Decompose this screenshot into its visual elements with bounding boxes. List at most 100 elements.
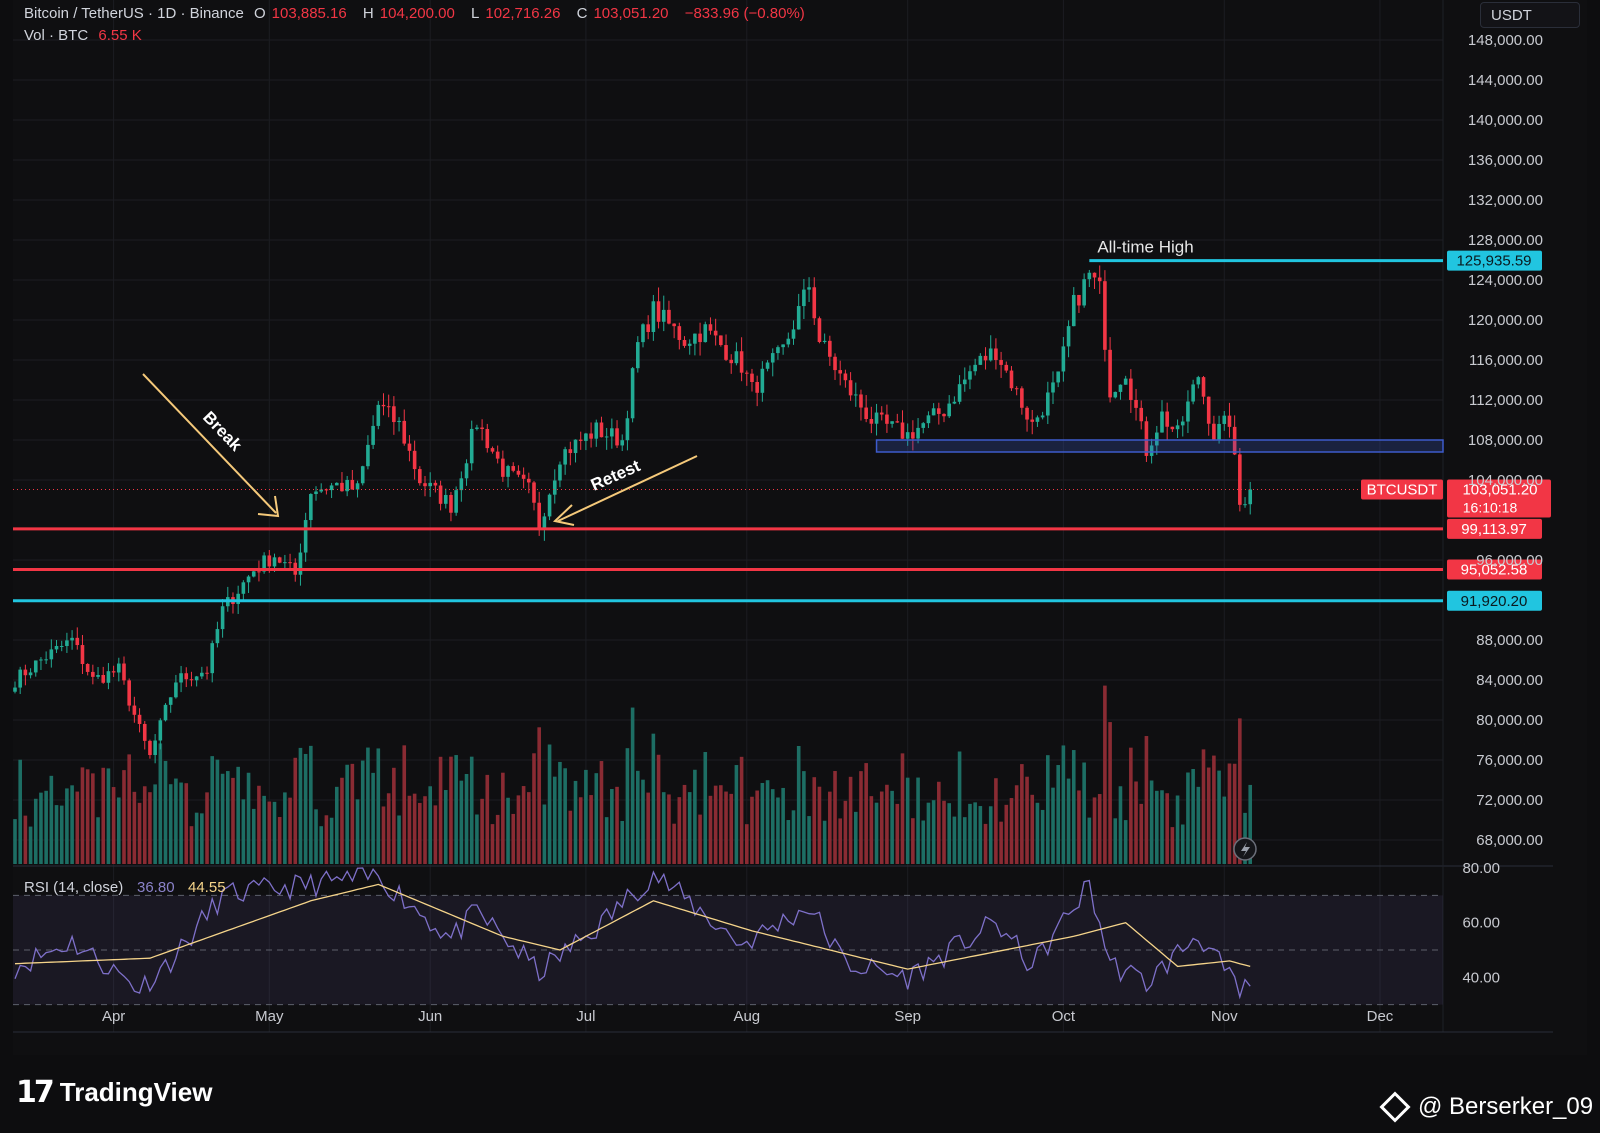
- currency-selector[interactable]: USDT: [1480, 2, 1580, 28]
- candle-body[interactable]: [33, 660, 38, 673]
- candle-body[interactable]: [729, 359, 734, 364]
- candle-body[interactable]: [651, 301, 656, 332]
- candle-body[interactable]: [786, 338, 791, 345]
- candle-body[interactable]: [828, 340, 832, 357]
- candle-body[interactable]: [646, 324, 650, 332]
- candle-body[interactable]: [843, 373, 848, 381]
- candle-body[interactable]: [350, 479, 355, 490]
- candle-body[interactable]: [532, 482, 536, 503]
- candle-body[interactable]: [277, 557, 282, 563]
- candle-body[interactable]: [677, 326, 682, 340]
- candle-body[interactable]: [272, 557, 277, 567]
- candle-body[interactable]: [13, 687, 17, 692]
- candle-body[interactable]: [194, 676, 199, 681]
- candle-body[interactable]: [1196, 377, 1201, 385]
- candle-body[interactable]: [303, 520, 308, 553]
- candle-body[interactable]: [246, 576, 251, 583]
- candle-body[interactable]: [604, 436, 609, 438]
- candle-body[interactable]: [200, 672, 204, 677]
- candle-body[interactable]: [838, 370, 843, 374]
- candle-body[interactable]: [693, 333, 697, 344]
- candle-body[interactable]: [1118, 384, 1123, 392]
- candle-body[interactable]: [817, 318, 822, 343]
- candle-body[interactable]: [59, 645, 64, 647]
- candle-body[interactable]: [999, 359, 1003, 365]
- candle-body[interactable]: [1061, 346, 1066, 372]
- candle-body[interactable]: [942, 413, 946, 417]
- candle-body[interactable]: [1144, 421, 1149, 456]
- candle-body[interactable]: [527, 478, 531, 483]
- rsi-line[interactable]: [14, 867, 1251, 1000]
- candle-body[interactable]: [158, 720, 163, 741]
- candle-body[interactable]: [511, 466, 516, 471]
- candle-body[interactable]: [54, 646, 59, 650]
- candle-body[interactable]: [96, 674, 100, 677]
- candle-body[interactable]: [449, 494, 453, 513]
- support-zone[interactable]: [875, 439, 1444, 453]
- candle-body[interactable]: [874, 412, 879, 424]
- candle-body[interactable]: [75, 637, 80, 646]
- candle-body[interactable]: [386, 406, 391, 408]
- candle-body[interactable]: [734, 351, 739, 364]
- candle-body[interactable]: [80, 645, 85, 664]
- candle-body[interactable]: [760, 368, 765, 393]
- candle-body[interactable]: [257, 571, 261, 573]
- candle-body[interactable]: [661, 309, 666, 322]
- candle-body[interactable]: [542, 516, 547, 530]
- candle-body[interactable]: [117, 663, 121, 673]
- candle-body[interactable]: [822, 340, 827, 343]
- candle-body[interactable]: [1082, 279, 1086, 306]
- candle-body[interactable]: [205, 672, 209, 674]
- candle-body[interactable]: [724, 345, 728, 360]
- candle-body[interactable]: [490, 448, 495, 452]
- retest-arrow-line[interactable]: [557, 455, 698, 522]
- candle-body[interactable]: [1155, 432, 1159, 446]
- candle-body[interactable]: [770, 353, 775, 363]
- candle-body[interactable]: [833, 356, 837, 371]
- candle-body[interactable]: [1077, 294, 1081, 306]
- candle-body[interactable]: [713, 330, 718, 336]
- candle-body[interactable]: [1056, 371, 1060, 383]
- candle-body[interactable]: [599, 422, 604, 438]
- candle-body[interactable]: [340, 482, 344, 492]
- candle-body[interactable]: [812, 287, 817, 319]
- candle-body[interactable]: [547, 494, 552, 517]
- candle-body[interactable]: [1191, 384, 1195, 402]
- candle-body[interactable]: [506, 466, 510, 477]
- candle-body[interactable]: [895, 421, 900, 423]
- candle-body[interactable]: [163, 704, 168, 721]
- candle-body[interactable]: [501, 458, 505, 477]
- candle-body[interactable]: [1097, 277, 1102, 282]
- candle-body[interactable]: [952, 401, 957, 404]
- candle-body[interactable]: [392, 406, 396, 423]
- candle-body[interactable]: [23, 669, 28, 676]
- candle-body[interactable]: [931, 408, 936, 416]
- candle-body[interactable]: [620, 440, 625, 446]
- candle-body[interactable]: [381, 404, 386, 407]
- candle-body[interactable]: [142, 723, 147, 741]
- candle-body[interactable]: [28, 672, 33, 676]
- candle-body[interactable]: [18, 669, 22, 688]
- candle-body[interactable]: [869, 419, 874, 424]
- candle-body[interactable]: [573, 439, 578, 454]
- candle-body[interactable]: [1222, 415, 1227, 424]
- candle-body[interactable]: [1129, 378, 1133, 400]
- candle-body[interactable]: [464, 463, 469, 479]
- candle-body[interactable]: [1206, 396, 1211, 424]
- candle-body[interactable]: [267, 555, 272, 567]
- candle-body[interactable]: [85, 663, 90, 672]
- candle-body[interactable]: [807, 287, 811, 290]
- candle-body[interactable]: [44, 659, 48, 661]
- rsi-ma-line[interactable]: [14, 883, 1251, 970]
- candle-body[interactable]: [70, 637, 74, 641]
- candle-body[interactable]: [355, 483, 360, 490]
- candle-body[interactable]: [1238, 454, 1242, 505]
- candle-body[interactable]: [1087, 272, 1092, 280]
- candle-body[interactable]: [802, 289, 806, 307]
- candle-body[interactable]: [636, 342, 640, 369]
- candle-body[interactable]: [1113, 391, 1118, 398]
- candle-body[interactable]: [921, 423, 926, 428]
- candle-body[interactable]: [1186, 401, 1190, 422]
- candle-body[interactable]: [1180, 421, 1185, 426]
- candle-body[interactable]: [708, 324, 713, 331]
